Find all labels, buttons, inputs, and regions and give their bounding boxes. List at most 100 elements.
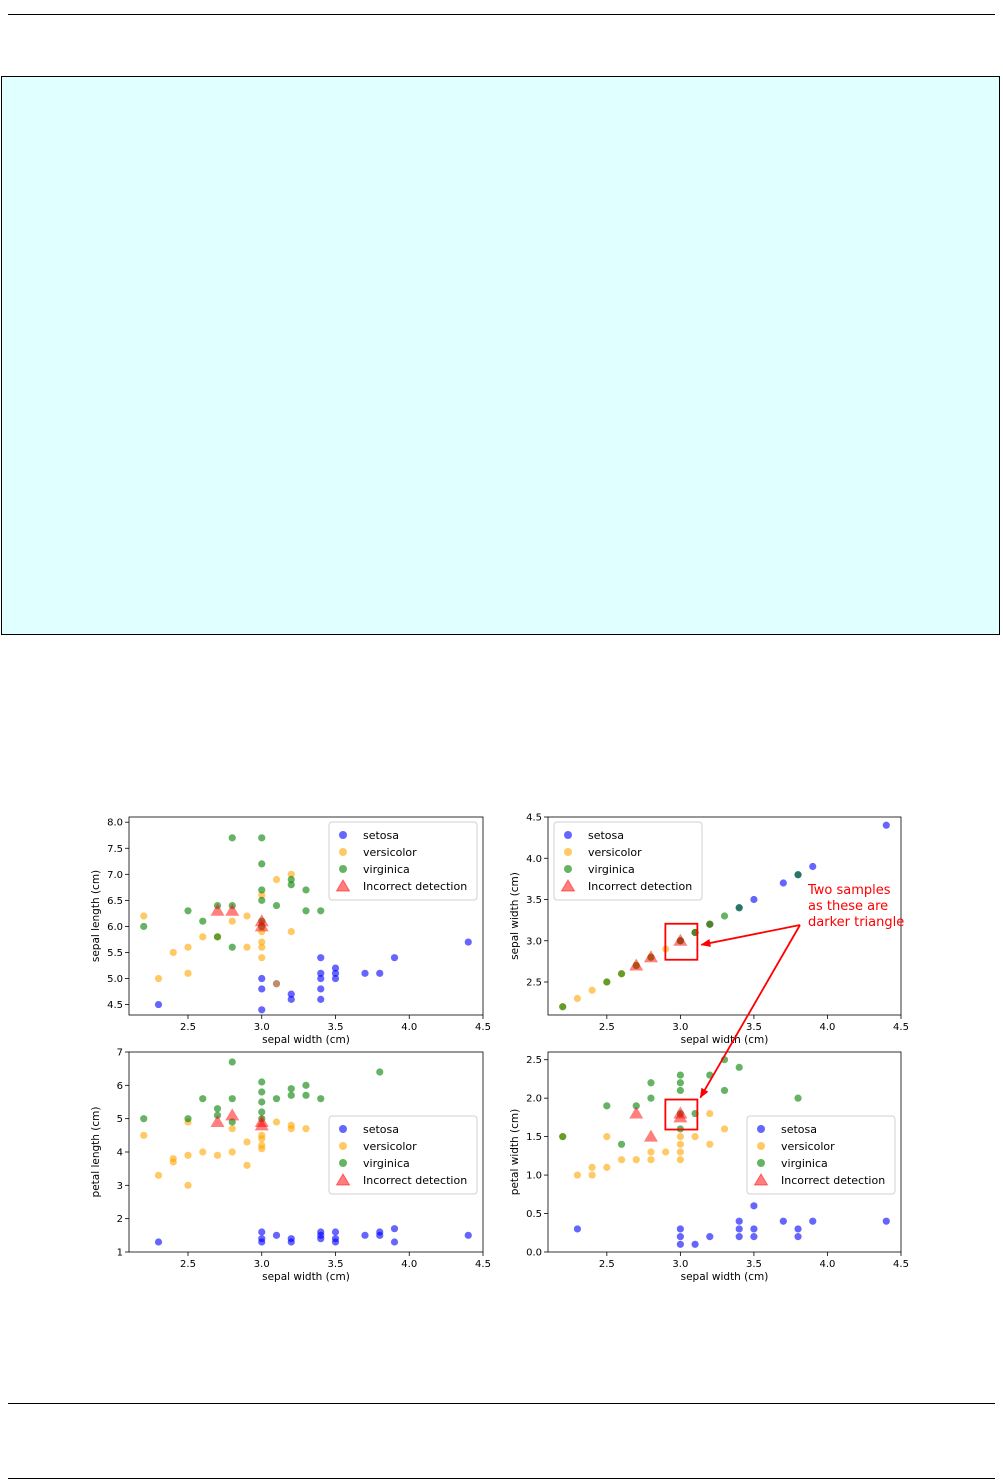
point-virginica [302,907,310,915]
point-setosa [464,938,472,946]
point-virginica [647,1079,655,1087]
point-versicolor [258,891,266,899]
point-virginica [287,875,295,884]
annotation-text-line: as these are [808,899,888,914]
point-virginica [258,860,266,868]
point-virginica [258,834,266,842]
legend-marker-virginica [339,1159,347,1167]
point-virginica [272,1095,281,1103]
point-versicolor [287,1121,295,1129]
legend-label-versicolor: versicolor [588,846,642,859]
y-tick-label: 1.5 [526,1132,542,1143]
x-tick-label: 3.0 [672,1022,688,1033]
point-virginica [676,1079,684,1087]
top-rule [8,14,995,15]
point-virginica [199,917,207,925]
legend-box [328,1115,478,1195]
footer-rule-bottom [8,1478,995,1479]
y-tick-label: 2 [117,1214,123,1225]
legend-marker-incorrect-detection [753,1173,769,1186]
point-versicolor [184,969,192,977]
point-virginica [302,1091,310,1099]
point-virginica [258,896,266,904]
point-setosa [154,1000,163,1009]
chart-panel-sepal-width: 2.5 3.0 3.5 4.0 4.5 2.5 3.0 3.5 4.0 4.5 sepal widt… [509,813,909,1047]
incorrect-detection-marker [643,1129,658,1142]
point-virginica [794,871,802,879]
point-versicolor [676,1156,684,1164]
point-setosa [882,821,890,829]
point-virginica [199,1095,207,1103]
legend-label-virginica: virginica [363,1157,410,1170]
y-tick-label: 3.5 [526,895,542,906]
point-versicolor [588,1163,596,1171]
point-setosa [390,954,399,962]
point-setosa [750,1225,758,1233]
point-versicolor [258,1141,266,1149]
y-tick-label: 0.5 [526,1209,542,1220]
point-versicolor [691,1133,699,1141]
legend-marker-versicolor [757,1142,765,1150]
point-setosa [258,1006,266,1014]
point-setosa [317,985,325,993]
point-versicolor [258,954,266,962]
point-setosa [735,1233,743,1241]
point-virginica [287,1085,295,1093]
legend-marker-setosa [339,831,347,839]
legend-label-setosa: setosa [363,1123,399,1136]
point-setosa [317,954,325,962]
point-setosa [361,1231,369,1239]
point-setosa [779,1217,787,1225]
point-setosa [258,974,266,983]
x-tick-label: 2.5 [599,1022,615,1033]
point-versicolor [243,1138,251,1146]
incorrect-detection-marker [210,1115,225,1127]
y-tick-label: 4 [117,1148,123,1159]
x-tick-label: 4.5 [893,1259,909,1270]
incorrect-detection-marker [225,903,240,916]
point-versicolor [199,933,207,941]
point-virginica [632,1102,640,1110]
legend-label-versicolor: versicolor [363,1140,417,1153]
chart-panel-sepal-length: 2.5 3.0 3.5 4.0 4.5 4.5 5.0 5.5 6.0 6.5 7.0 7.5 8.0 s… [90,816,491,1046]
point-virginica [140,1115,148,1123]
legend-marker-versicolor [564,848,572,856]
point-versicolor [228,1125,236,1133]
highlight-box-top [664,922,699,961]
point-setosa [809,862,817,871]
point-versicolor [272,875,281,884]
legend-marker-setosa [339,1125,347,1133]
y-tick-label: 6 [117,1081,123,1092]
point-virginica [302,886,310,894]
point-setosa [882,1217,890,1225]
x-tick-label: 3.5 [746,1259,762,1270]
point-setosa [809,1217,817,1225]
x-tick-label: 3.5 [746,1022,762,1033]
y-tick-label: 7 [117,1048,123,1059]
x-tick-label: 3.0 [672,1259,688,1270]
point-versicolor [272,980,281,988]
y-tick-label: 1 [117,1248,123,1259]
point-virginica [794,1094,802,1102]
y-tick-label: 3 [117,1181,123,1192]
point-versicolor [258,938,266,946]
legend-marker-setosa [757,1125,765,1133]
point-setosa [750,895,758,904]
annotation-arrow-top [700,924,801,947]
point-versicolor [243,1161,251,1169]
legend-marker-incorrect-detection [335,879,351,892]
point-virginica [184,907,192,915]
x-tick-label: 3.0 [254,1022,270,1033]
point-virginica [258,886,266,894]
y-tick-label: 7.0 [107,870,123,881]
point-setosa [317,969,325,977]
y-tick-label: 5.5 [107,948,123,959]
footer-rule-top [8,1403,995,1404]
point-virginica [559,1133,567,1141]
point-virginica [706,920,714,928]
point-setosa [317,974,325,983]
y-tick-label: 0.0 [526,1248,542,1259]
point-versicolor [184,943,192,951]
point-virginica [287,1091,295,1099]
